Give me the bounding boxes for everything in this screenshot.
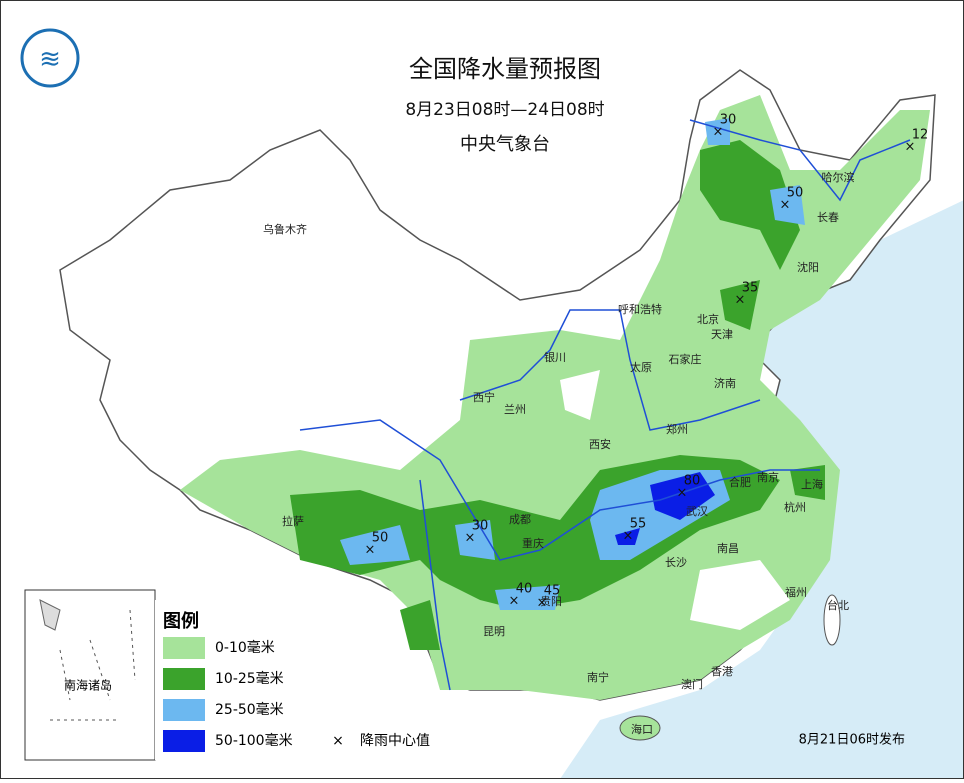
center-mark: × <box>677 486 688 501</box>
legend-label: 0-10毫米 <box>215 639 275 656</box>
city-label: 郑州 <box>666 422 688 436</box>
legend-swatch <box>163 699 205 721</box>
center-mark: × <box>735 293 746 308</box>
city-label: 太原 <box>630 361 652 374</box>
legend: 0-10毫米 10-25毫米 25-50毫米 50-100毫米 <box>163 637 293 752</box>
center-mark: × <box>905 140 916 155</box>
city-label: 呼和浩特 <box>618 302 662 316</box>
issuer: 中央气象台 <box>460 134 550 155</box>
city-label: 西安 <box>589 437 611 451</box>
legend-center-symbol: × <box>332 733 344 749</box>
city-label: 南昌 <box>717 542 739 555</box>
city-label: 合肥 <box>729 475 751 489</box>
city-label: 拉萨 <box>282 514 304 528</box>
logo <box>20 28 80 88</box>
center-mark: × <box>465 531 476 546</box>
center-mark: × <box>623 529 634 544</box>
hainan <box>619 715 661 741</box>
center-value: 55 <box>630 517 647 532</box>
city-label: 南宁 <box>587 670 609 684</box>
taiwan <box>823 594 841 646</box>
issue-date: 8月21日06时发布 <box>799 732 905 748</box>
city-label: 哈尔滨 <box>822 170 855 184</box>
city-label: 兰州 <box>504 403 526 416</box>
center-mark: × <box>365 543 376 558</box>
center-value: 50 <box>372 531 389 546</box>
center-mark: × <box>537 596 548 611</box>
period: 8月23日08时—24日08时 <box>405 100 604 120</box>
city-label: 银川 <box>544 350 566 364</box>
sea <box>560 200 964 779</box>
legend-center-label: 降雨中心值 <box>360 733 430 749</box>
legend-swatch <box>163 668 205 690</box>
center-mark: × <box>713 125 724 140</box>
city-label: 石家庄 <box>669 352 702 366</box>
city-label: 澳门 <box>681 677 703 691</box>
legend-swatch <box>163 637 205 659</box>
inset-land <box>39 599 61 631</box>
center-value: 30 <box>472 519 489 534</box>
city-label: 济南 <box>714 376 736 390</box>
center-value: 12 <box>912 128 929 143</box>
city-label: 昆明 <box>483 625 505 638</box>
city-label: 沈阳 <box>797 260 819 274</box>
center-value: 35 <box>742 281 759 296</box>
center-mark: × <box>509 594 520 609</box>
center-value: 80 <box>684 474 701 489</box>
city-label: 乌鲁木齐 <box>263 222 307 236</box>
city-label: 福州 <box>785 585 807 599</box>
city-label: 成都 <box>509 513 531 526</box>
center-value: 40 <box>516 582 533 597</box>
city-label: 香港 <box>711 665 733 678</box>
center-mark: × <box>780 198 791 213</box>
city-label: 台北 <box>827 598 849 612</box>
rivers <box>299 119 911 691</box>
rain-centers: ×30×12×50×35×80×55×30×50×40×45 <box>365 113 929 611</box>
center-value: 50 <box>787 186 804 201</box>
city-label: 西宁 <box>473 390 495 404</box>
city-label: 长春 <box>817 211 839 224</box>
city-label: 南京 <box>757 470 779 484</box>
inset-label: 南海诸岛 <box>64 678 112 693</box>
city-label: 武汉 <box>686 505 708 518</box>
city-label: 杭州 <box>784 500 806 514</box>
city-label: 上海 <box>801 477 823 491</box>
dry-area <box>560 370 790 630</box>
city-label: 天津 <box>711 328 733 341</box>
city-label: 重庆 <box>522 536 544 550</box>
city-label: 贵阳 <box>540 595 562 608</box>
legend-label: 25-50毫米 <box>215 701 284 718</box>
legend-label: 50-100毫米 <box>215 732 293 749</box>
title: 全国降水量预报图 <box>409 55 601 83</box>
city-label: 长沙 <box>665 556 687 569</box>
legend-label: 10-25毫米 <box>215 670 284 687</box>
legend-title: 图例 <box>163 610 199 632</box>
city-label: 北京 <box>697 312 719 326</box>
center-value: 45 <box>544 584 561 599</box>
logo-mark: ≋ <box>39 45 61 75</box>
legend-swatch <box>163 730 205 752</box>
city-label: 海口 <box>631 722 653 736</box>
rain-50-100 <box>615 472 715 545</box>
center-value: 30 <box>720 113 737 128</box>
